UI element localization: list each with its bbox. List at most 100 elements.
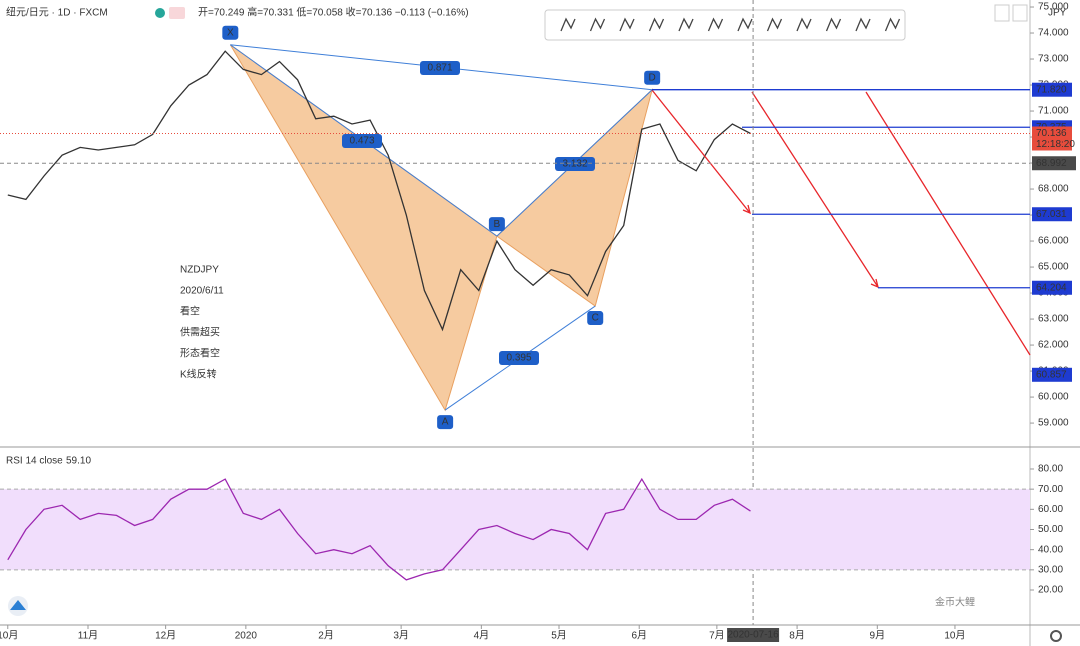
currency-label: JPY [1048,8,1067,19]
annotation-line: 看空 [180,305,200,318]
ratio-label: 3.132 [562,159,587,170]
y-tick-label: 71.000 [1038,106,1069,117]
toolbar-icon[interactable] [766,17,783,32]
level-label: 71.820 [1036,84,1067,95]
x-tick-label: 11月 [78,630,98,642]
countdown: 12:18:20 [1036,139,1075,150]
level-label-box [1032,367,1072,382]
y-tick-label: 30.00 [1038,564,1063,575]
x-tick-label: 2月 [318,630,334,642]
toolbar-box [544,9,906,41]
toolbar-icon[interactable] [619,17,635,32]
level-label-box [1032,207,1072,222]
point-label: A [442,417,449,428]
ratio-label: 0.473 [349,136,374,147]
toolbar-icon[interactable] [884,17,901,32]
toolbar-icon[interactable] [560,17,576,32]
x-tick-label: 8月 [789,630,805,642]
y-tick-label: 65.000 [1038,262,1069,273]
point-label-box [488,217,505,232]
toolbar-icon[interactable] [825,17,842,32]
point-label-box [587,311,604,326]
y-tick-label: 20.00 [1038,585,1063,596]
y-tick-label: 60.000 [1038,392,1069,403]
crosshair-x-box [727,628,780,642]
crosshair-x-label: 2020-07-16 [728,630,780,641]
level-label: 67.031 [1036,209,1067,220]
x-tick-label: 2020 [235,631,258,642]
toolbar-icon[interactable] [648,17,665,32]
rsi-title: RSI 14 close [6,456,63,467]
arrow-head [742,204,751,215]
y-tick-label: 74.000 [1038,28,1069,39]
x-tick-label: 10月 [944,630,965,642]
ratio-box [342,134,382,148]
point-label: B [494,219,501,230]
projection-arrow [865,91,1031,356]
status-dot [155,8,165,18]
y-tick-label: 50.00 [1038,524,1063,535]
level-label: 60.857 [1036,369,1067,380]
status-tag [169,7,185,19]
settings-icon[interactable] [1050,630,1062,642]
ratio-label: 0.871 [427,63,452,74]
y-tick-label: 63.000 [1038,314,1069,325]
annotation-line: 形态看空 [180,347,220,360]
x-tick-label: 5月 [551,630,567,642]
watermark: 金币大鲤 [935,596,975,609]
annotation-line: K线反转 [180,368,217,381]
toolbar-icon[interactable] [678,17,694,32]
rsi-value: 59.10 [66,456,91,467]
point-label: D [649,72,656,83]
x-tick-label: 9月 [870,630,886,642]
ratio-label: 0.395 [506,353,531,364]
level-label: 64.204 [1036,282,1067,293]
point-label: X [227,27,234,38]
x-tick-label: 7月 [709,630,725,642]
crosshair-y-box [1032,156,1076,171]
x-tick-label: 4月 [474,630,490,642]
y-tick-label: 60.00 [1038,504,1063,515]
y-tick-label: 66.000 [1038,236,1069,247]
y-tick-label: 80.00 [1038,464,1063,475]
projection-arrow [751,91,879,288]
y-tick-label: 70.00 [1038,484,1063,495]
annotation-line: 2020/6/11 [180,286,224,297]
toolbar-icon[interactable] [707,17,724,32]
toolbar-icon[interactable] [589,17,606,32]
symbol-title: 纽元/日元 · 1D · FXCM [6,6,108,19]
point-label-box [222,25,239,40]
y-tick-label: 62.000 [1038,340,1069,351]
ratio-box [555,157,595,171]
y-tick-label: 68.000 [1038,184,1069,195]
rsi-band [0,489,1030,570]
level-label-box [1032,82,1072,97]
toolbar-icon[interactable] [737,17,753,32]
drawing-toolbar[interactable] [544,9,906,41]
crosshair-y-label: 68.992 [1036,158,1067,169]
ratio-box [420,61,460,75]
annotation-line: NZDJPY [180,265,219,276]
menu-button[interactable] [1012,4,1028,22]
annotation-line: 供需超买 [180,326,220,339]
scroll-button[interactable] [994,4,1010,22]
x-tick-label: 6月 [631,630,647,642]
point-label: C [592,313,599,324]
last-price-box [1032,126,1072,151]
y-tick-label: 75.000 [1038,2,1069,13]
point-label-box [437,415,454,430]
y-tick-label: 40.00 [1038,544,1063,555]
ohlc: 开=70.249 高=70.331 低=70.058 收=70.136 −0.1… [198,6,469,19]
rsi-line [7,477,751,581]
projection-arrow [651,89,751,214]
toolbar-icon[interactable] [855,17,871,32]
x-tick-label: 10月 [0,630,18,642]
arrow-head [870,278,879,289]
toolbar-icon[interactable] [796,17,812,32]
ratio-box [499,351,539,365]
y-tick-label: 59.000 [1038,418,1069,429]
x-tick-label: 3月 [393,630,409,642]
y-tick-label: 73.000 [1038,54,1069,65]
